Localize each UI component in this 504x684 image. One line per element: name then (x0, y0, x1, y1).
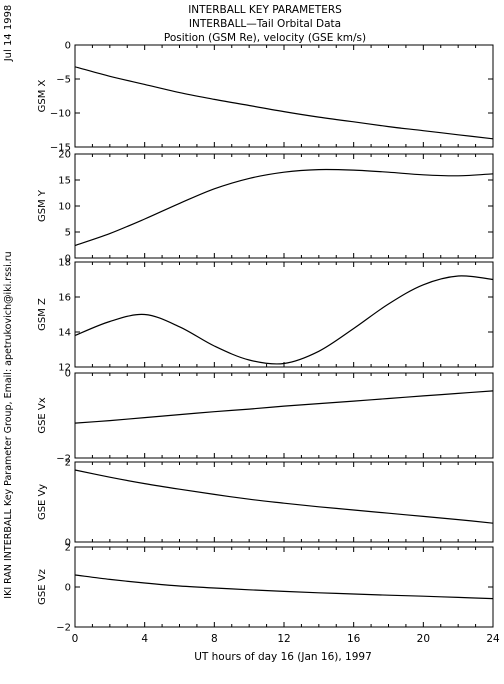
y-tick-label: −10 (50, 109, 71, 120)
panel-gsm-y: 0 5 10 15 20 GSM Y (37, 150, 494, 265)
y-tick-label: −15 (50, 143, 71, 154)
series-line (74, 469, 494, 524)
y-tick-label: −2 (56, 454, 71, 465)
y-axis-label: GSM X (37, 79, 48, 112)
y-tick-label: 0 (65, 41, 71, 52)
y-tick-label: 5 (65, 228, 71, 239)
y-tick-label: 16 (58, 293, 71, 304)
y-tick-label: 0 (65, 583, 71, 594)
series-line (74, 574, 494, 600)
y-tick-label: 0 (65, 538, 71, 549)
y-tick-label: 2 (65, 458, 71, 469)
panel-frame (74, 461, 494, 543)
title-line-2: INTERBALL—Tail Orbital Data (189, 18, 341, 30)
y-tick-label: 0 (65, 254, 71, 265)
title-line-3: Position (GSM Re), velocity (GSE km/s) (164, 32, 366, 44)
y-tick-label: 12 (58, 363, 71, 374)
panel-gsm-z: 12 14 16 18 GSM Z (37, 258, 494, 374)
panel-frame (74, 153, 494, 259)
y-axis-label: GSM Z (37, 298, 48, 331)
series-line (74, 168, 494, 247)
x-tick-label: 4 (141, 633, 148, 645)
x-axis-label: UT hours of day 16 (Jan 16), 1997 (194, 651, 372, 663)
x-tick-label: 24 (486, 633, 500, 645)
series-line (74, 66, 494, 140)
y-tick-label: 10 (58, 202, 71, 213)
y-tick-label: −2 (56, 623, 71, 634)
y-tick-label: 0 (65, 369, 71, 380)
panel-gsm-x: 0 −5 −10 −15 GSM X (37, 41, 494, 154)
y-axis-label: GSE Vz (37, 569, 48, 605)
y-tick-label: 18 (58, 258, 71, 269)
y-tick-label: 20 (58, 150, 71, 161)
panel-gse-vx: 0 −2 GSE Vx (37, 369, 494, 465)
y-axis-label: GSE Vx (37, 397, 48, 433)
y-tick-label: 15 (58, 176, 71, 187)
y-tick-label: 2 (65, 543, 71, 554)
y-axis-label: GSM Y (37, 189, 48, 222)
panel-frame (74, 372, 494, 459)
x-tick-label: 8 (211, 633, 218, 645)
x-tick-labels: 0 4 8 12 16 20 24 (72, 633, 500, 645)
date-label: Jul 14 1998 (3, 5, 14, 63)
title-line-1: INTERBALL KEY PARAMETERS (188, 4, 342, 16)
y-tick-label: 14 (58, 328, 71, 339)
series-line (74, 390, 494, 424)
y-tick-label: −5 (56, 75, 71, 86)
x-tick-label: 0 (72, 633, 79, 645)
credit-label: IKI RAN INTERBALL Key Parameter Group, E… (3, 251, 14, 598)
x-tick-label: 12 (277, 633, 290, 645)
x-tick-label: 16 (347, 633, 361, 645)
panel-gse-vy: 0 2 GSE Vy (37, 458, 494, 549)
panel-gse-vz: 2 0 −2 GSE Vz (37, 543, 494, 634)
series-line (74, 275, 494, 365)
panel-frame (74, 546, 494, 628)
x-tick-label: 20 (417, 633, 430, 645)
y-axis-label: GSE Vy (37, 484, 48, 520)
